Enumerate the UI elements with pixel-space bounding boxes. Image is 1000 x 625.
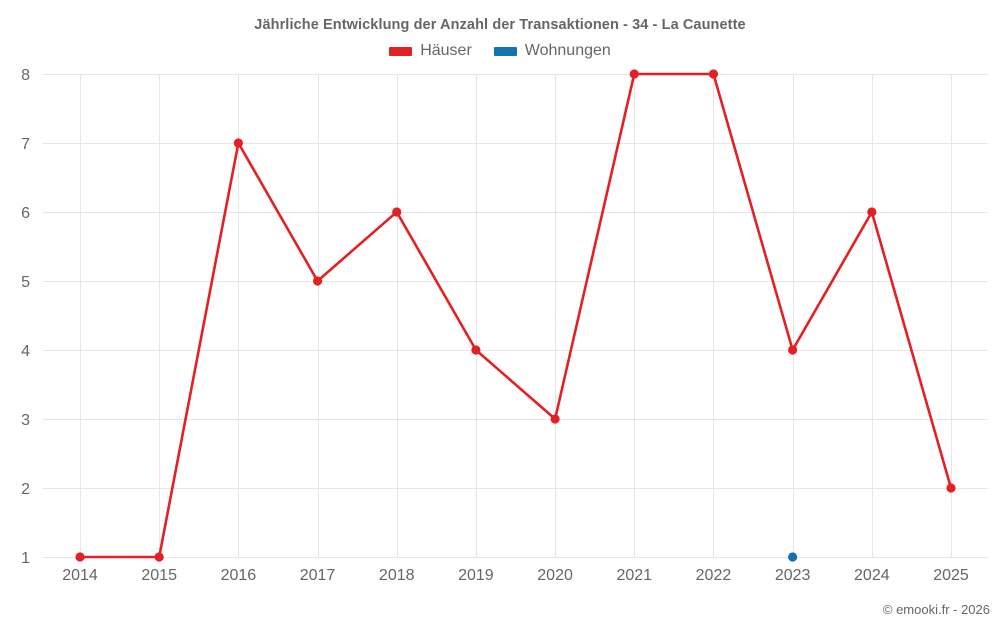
data-point-häuser[interactable] <box>867 207 877 217</box>
x-axis-tick-label: 2015 <box>141 567 177 584</box>
y-axis-tick-label: 1 <box>21 550 30 567</box>
series-lines <box>78 72 953 559</box>
data-point-häuser[interactable] <box>708 69 719 79</box>
y-axis-tick-label: 7 <box>21 136 30 153</box>
x-axis-tick-label: 2019 <box>458 567 494 584</box>
data-point-häuser[interactable] <box>471 345 481 355</box>
x-axis-tick-label: 2020 <box>537 567 573 584</box>
x-axis-tick-label: 2021 <box>616 567 652 584</box>
data-point-wohnungen[interactable] <box>788 552 798 562</box>
legend-label-haeuser: Häuser <box>420 42 472 59</box>
chart-title: Jährliche Entwicklung der Anzahl der Tra… <box>254 17 746 33</box>
y-axis-tick-label: 5 <box>21 274 30 291</box>
x-axis-tick-label: 2017 <box>300 567 336 584</box>
x-axis-tick-label: 2014 <box>62 567 98 584</box>
data-point-häuser[interactable] <box>392 207 402 217</box>
x-axis-tick-label: 2025 <box>933 567 969 584</box>
data-point-häuser[interactable] <box>154 552 164 562</box>
legend-item-wohnungen[interactable]: Wohnungen <box>493 42 611 59</box>
data-point-häuser[interactable] <box>233 138 243 148</box>
x-axis-tick-label: 2018 <box>379 567 415 584</box>
chart-credit: © emooki.fr - 2026 <box>882 602 990 617</box>
data-point-häuser[interactable] <box>946 483 956 493</box>
gridlines <box>43 74 988 558</box>
y-axis-tick-labels: 1 2 3 4 5 6 7 8 <box>21 67 30 567</box>
y-axis-tick-label: 6 <box>21 205 30 222</box>
x-axis-tick-label: 2016 <box>221 567 257 584</box>
y-axis-tick-label: 4 <box>21 343 30 360</box>
x-axis-tick-label: 2022 <box>696 567 732 584</box>
data-point-häuser[interactable] <box>629 69 639 79</box>
data-point-häuser[interactable] <box>75 552 85 562</box>
y-axis-tick-label: 2 <box>21 481 30 498</box>
legend-swatch-wohnungen <box>493 46 517 56</box>
x-axis-tick-label: 2023 <box>775 567 811 584</box>
x-axis-tick-labels: 2014 2015 2016 2017 2018 2019 2020 2021 2022 2023… <box>62 567 969 584</box>
legend-item-haeuser[interactable]: Häuser <box>389 43 472 59</box>
legend-swatch-haeuser <box>389 46 413 56</box>
series-line-häuser <box>78 72 953 559</box>
data-point-häuser[interactable] <box>788 345 798 355</box>
chart-legend: Häuser Wohnungen <box>0 43 1000 59</box>
x-axis-tick-label: 2024 <box>854 567 890 584</box>
data-point-häuser[interactable] <box>312 276 323 286</box>
y-axis-tick-label: 3 <box>21 412 30 429</box>
y-axis-tick-label: 8 <box>21 67 30 84</box>
data-point-häuser[interactable] <box>550 414 560 424</box>
series-points <box>75 69 956 562</box>
legend-label-wohnungen: Wohnungen <box>524 42 611 59</box>
